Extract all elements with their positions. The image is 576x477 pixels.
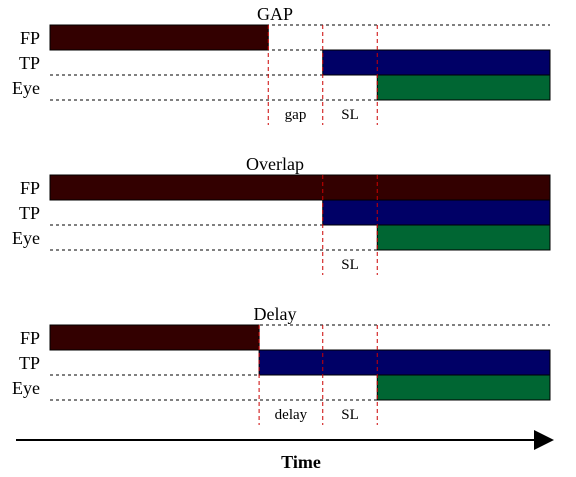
panel-title: Overlap — [246, 154, 304, 174]
row-label-eye: Eye — [12, 228, 40, 248]
row-label-fp: FP — [20, 28, 40, 48]
row-label-tp: TP — [19, 53, 40, 73]
interval-label-sl: SL — [341, 407, 359, 423]
signal-bar-fp — [49, 324, 260, 351]
interval-label-sl: SL — [341, 107, 359, 123]
signal-bar-eye — [376, 224, 551, 251]
signal-bar-eye — [376, 374, 551, 401]
panel-title: GAP — [257, 4, 293, 24]
panel-title: Delay — [254, 304, 297, 324]
interval-label-sl: SL — [341, 257, 359, 273]
row-label-tp: TP — [19, 353, 40, 373]
panel-delay: Delay FP TP Eye delay SL — [12, 304, 551, 425]
signal-bar-fp — [49, 24, 269, 51]
signal-bar-fp — [49, 174, 551, 201]
row-label-tp: TP — [19, 203, 40, 223]
row-label-eye: Eye — [12, 378, 40, 398]
row-label-fp: FP — [20, 328, 40, 348]
row-label-eye: Eye — [12, 78, 40, 98]
interval-label-gap: gap — [285, 107, 307, 123]
signal-bar-tp — [322, 199, 551, 226]
signal-bar-tp — [258, 349, 551, 376]
signal-bar-tp — [322, 49, 551, 76]
row-label-fp: FP — [20, 178, 40, 198]
interval-label-delay: delay — [275, 407, 308, 423]
panel-gap: GAP FP TP Eye gap SL — [12, 4, 551, 125]
signal-bar-eye — [376, 74, 551, 101]
time-axis-label: Time — [281, 452, 321, 472]
panel-overlap: Overlap FP TP Eye SL — [12, 154, 551, 275]
